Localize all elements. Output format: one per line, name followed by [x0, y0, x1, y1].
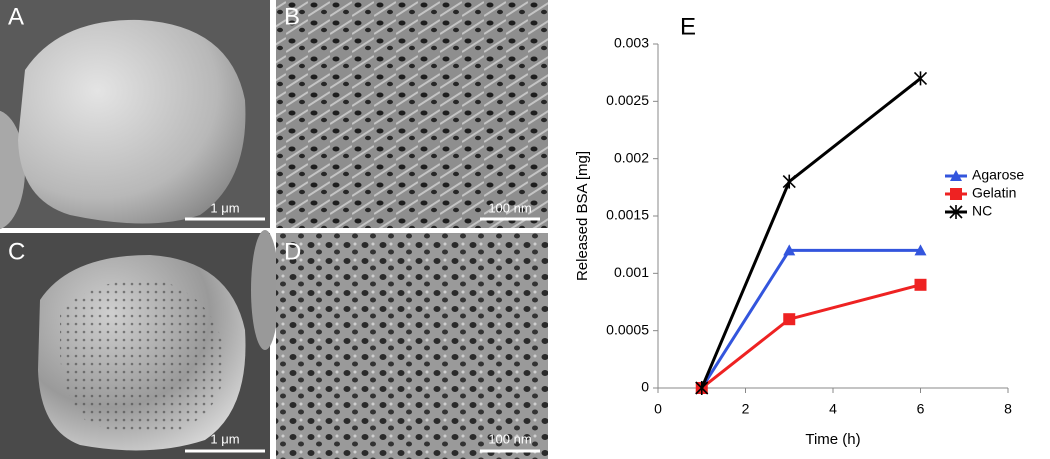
scale-label: 1 μm	[210, 431, 239, 446]
sem-panel-b	[276, 0, 548, 228]
marker	[783, 244, 796, 256]
marker	[950, 188, 962, 200]
marker	[914, 244, 927, 256]
legend-label: Agarose	[972, 167, 1024, 183]
y-tick-label: 0.0005	[606, 321, 649, 337]
y-tick-label: 0.003	[614, 35, 649, 51]
y-tick-label: 0.001	[614, 264, 649, 280]
y-tick-label: 0.0025	[606, 92, 649, 108]
scale-label: 100 nm	[488, 200, 531, 215]
y-tick-label: 0.002	[614, 149, 649, 165]
sem-panel-c	[0, 230, 279, 459]
y-axis-label: Released BSA [mg]	[574, 151, 591, 281]
x-tick-label: 8	[1004, 401, 1012, 417]
marker	[913, 71, 928, 86]
y-tick-label: 0.0015	[606, 207, 649, 223]
x-tick-label: 6	[917, 401, 925, 417]
series-line	[700, 77, 922, 389]
marker	[783, 313, 796, 326]
y-tick-label: 0	[641, 379, 649, 395]
series-line	[700, 248, 921, 389]
marker	[695, 381, 709, 395]
marker	[949, 205, 963, 219]
x-tick-label: 0	[654, 401, 662, 417]
panel-label: D	[284, 238, 301, 265]
sem-panel-a	[0, 0, 270, 230]
legend-label: Gelatin	[972, 185, 1016, 201]
x-tick-label: 2	[742, 401, 750, 417]
marker	[950, 170, 962, 181]
panel-label: A	[8, 3, 24, 30]
marker	[782, 174, 796, 189]
legend-label: NC	[972, 203, 992, 219]
marker	[914, 278, 927, 291]
scale-label: 100 nm	[488, 431, 531, 446]
sem-panel-d	[276, 233, 548, 459]
panel-label: E	[680, 13, 696, 40]
scale-label: 1 μm	[210, 200, 239, 215]
panel-label: C	[8, 238, 25, 265]
x-axis-label: Time (h)	[805, 431, 860, 448]
x-tick-label: 4	[829, 401, 837, 417]
panel-label: B	[284, 3, 300, 30]
